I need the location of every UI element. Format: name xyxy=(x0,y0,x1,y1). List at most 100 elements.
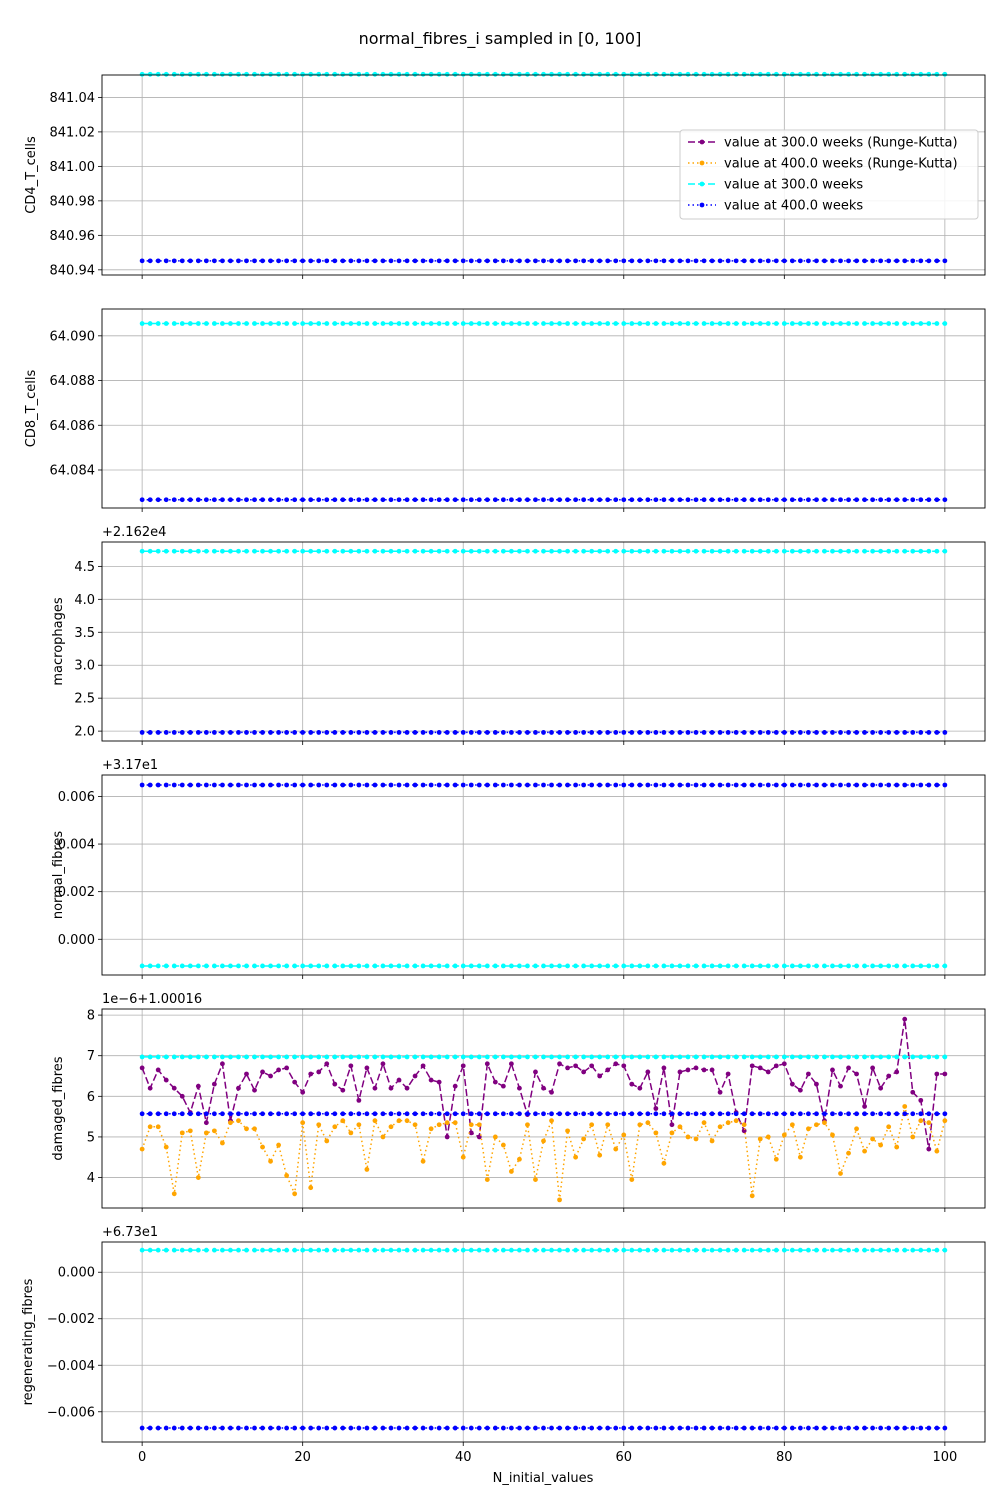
data-point xyxy=(300,71,306,77)
data-point xyxy=(926,1247,932,1253)
data-point xyxy=(284,71,290,77)
data-point xyxy=(910,963,916,969)
data-point xyxy=(838,1111,843,1117)
panel-frame xyxy=(101,308,986,509)
data-point xyxy=(500,321,506,326)
data-point xyxy=(428,1126,434,1132)
y-tick-label: 64.088 xyxy=(50,374,96,389)
data-point xyxy=(661,71,667,77)
y-tick-label: 7 xyxy=(87,1049,95,1064)
data-point xyxy=(324,1061,330,1067)
data-point xyxy=(605,782,611,788)
data-point xyxy=(814,1111,819,1117)
data-point xyxy=(484,1111,490,1117)
data-point xyxy=(428,1425,434,1431)
data-point xyxy=(765,1054,771,1060)
data-point xyxy=(332,258,338,264)
data-point xyxy=(492,1247,498,1253)
data-point xyxy=(637,1122,643,1128)
data-point xyxy=(284,730,290,735)
data-point xyxy=(926,258,932,264)
data-point xyxy=(709,730,715,735)
data-point xyxy=(822,71,827,77)
data-point xyxy=(436,782,442,788)
data-point xyxy=(781,548,787,554)
data-point xyxy=(565,1054,570,1060)
data-point xyxy=(581,1111,587,1117)
data-point xyxy=(139,548,145,554)
data-point xyxy=(252,1054,257,1060)
data-point xyxy=(284,1065,290,1071)
data-point xyxy=(918,1425,924,1431)
data-point xyxy=(661,1054,667,1060)
data-point xyxy=(236,1054,241,1060)
data-point xyxy=(364,730,370,735)
data-point xyxy=(669,258,675,264)
data-point xyxy=(228,1120,233,1126)
data-point xyxy=(685,1134,691,1140)
data-point xyxy=(629,548,635,554)
data-point xyxy=(292,1054,298,1060)
data-point xyxy=(749,1111,755,1117)
data-point xyxy=(733,1425,739,1431)
data-point xyxy=(773,782,779,788)
data-point xyxy=(404,1085,410,1091)
data-point xyxy=(910,1134,916,1140)
data-point xyxy=(541,497,546,503)
panel-damaged-fibres: 4 5 6 7 8 damaged_fibres 1e−6+1.00016 xyxy=(51,992,986,1212)
data-point xyxy=(637,1247,643,1253)
data-point xyxy=(372,258,378,264)
data-point xyxy=(468,1122,474,1128)
data-point xyxy=(179,730,185,735)
data-point xyxy=(155,258,161,264)
data-point xyxy=(460,1425,466,1431)
data-point xyxy=(870,730,876,735)
data-point xyxy=(252,963,257,969)
data-point xyxy=(348,1130,354,1136)
data-point xyxy=(228,1111,233,1117)
data-point xyxy=(268,730,273,735)
data-point xyxy=(733,963,739,969)
data-point xyxy=(926,1111,932,1117)
y-tick-label: 3.5 xyxy=(74,626,95,641)
data-point xyxy=(541,1425,546,1431)
data-point xyxy=(220,1425,225,1431)
panel-frame xyxy=(101,74,986,276)
data-point xyxy=(340,1054,346,1060)
data-point xyxy=(356,782,362,788)
data-point xyxy=(155,548,161,554)
data-point xyxy=(500,1083,506,1089)
data-point xyxy=(589,730,595,735)
data-point xyxy=(340,1111,346,1117)
data-point xyxy=(179,321,185,326)
data-point xyxy=(701,1067,707,1073)
data-point xyxy=(870,1425,876,1431)
data-point xyxy=(203,1247,209,1253)
data-point xyxy=(926,963,932,969)
data-point xyxy=(356,1425,362,1431)
data-point xyxy=(236,1247,241,1253)
data-point xyxy=(460,1054,466,1060)
data-point xyxy=(396,1247,402,1253)
data-point xyxy=(878,497,884,503)
data-point xyxy=(324,1425,330,1431)
data-point xyxy=(444,548,450,554)
data-point xyxy=(187,1128,193,1134)
data-point xyxy=(814,730,819,735)
data-point xyxy=(749,258,755,264)
data-point xyxy=(517,71,522,77)
data-point xyxy=(460,71,466,77)
data-point xyxy=(203,1054,209,1060)
data-point xyxy=(565,71,570,77)
data-point xyxy=(276,963,281,969)
data-point xyxy=(733,71,739,77)
data-point xyxy=(332,1054,338,1060)
data-point xyxy=(292,1079,298,1085)
data-point xyxy=(468,782,474,788)
data-point xyxy=(316,782,322,788)
data-point xyxy=(894,497,900,503)
data-point xyxy=(179,1111,185,1117)
data-point xyxy=(533,497,538,503)
data-point xyxy=(340,258,346,264)
